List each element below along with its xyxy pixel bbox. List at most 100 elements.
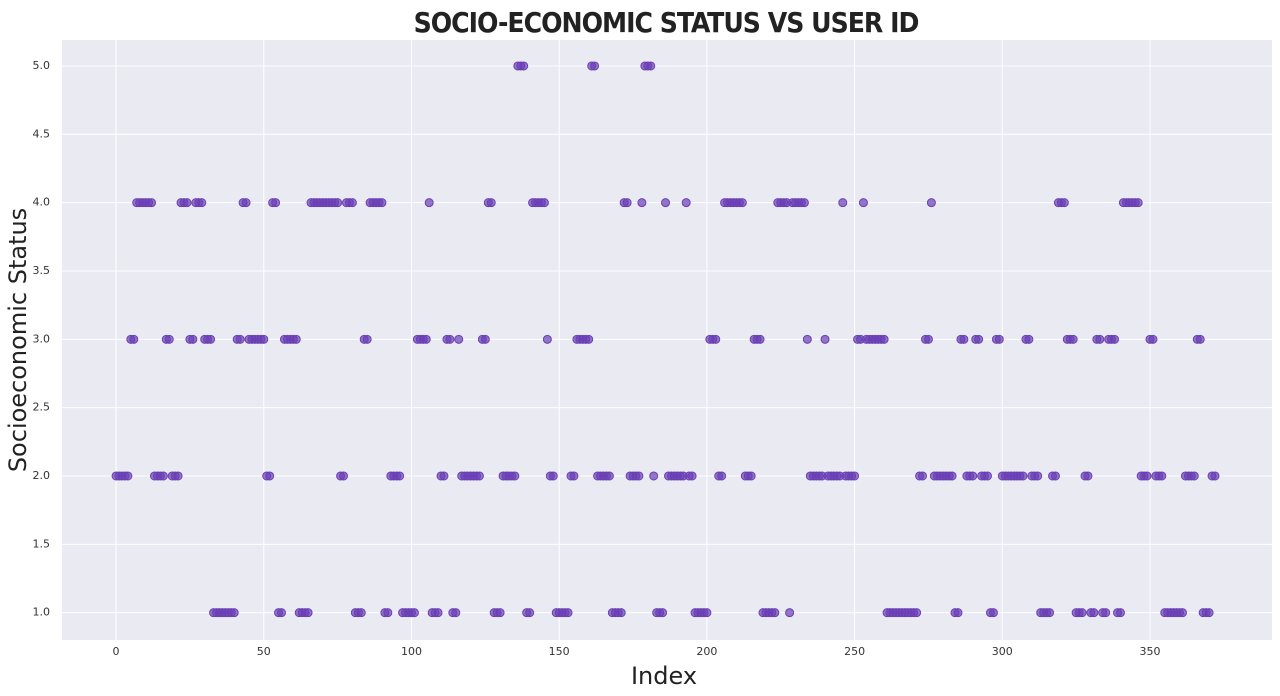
point (634, 471, 644, 481)
point (486, 198, 496, 208)
point (542, 334, 552, 344)
point (858, 198, 868, 208)
y-tick-label: 1.5 (33, 537, 51, 550)
point (959, 334, 969, 344)
y-tick-label: 4.5 (33, 127, 51, 140)
point (994, 334, 1004, 344)
x-tick-label: 350 (1139, 645, 1160, 658)
point (926, 198, 936, 208)
y-tick-label: 2.0 (33, 469, 51, 482)
point (525, 608, 535, 618)
point (770, 608, 780, 618)
point (646, 61, 656, 71)
x-tick-label: 200 (696, 645, 717, 658)
point (409, 608, 419, 618)
point (276, 608, 286, 618)
point (1204, 608, 1214, 618)
point (347, 198, 357, 208)
point (1195, 334, 1205, 344)
points (111, 61, 1220, 618)
point (421, 334, 431, 344)
point (1077, 608, 1087, 618)
point (953, 608, 963, 618)
point (147, 198, 157, 208)
point (291, 334, 301, 344)
point (1089, 608, 1099, 618)
x-tick-label: 250 (844, 645, 865, 658)
point (1133, 198, 1143, 208)
point (451, 608, 461, 618)
point (563, 608, 573, 618)
y-axis-label: Socioeconomic Status (4, 208, 32, 472)
point (395, 471, 405, 481)
point (1110, 334, 1120, 344)
point (746, 471, 756, 481)
x-tick-label: 50 (257, 645, 271, 658)
point (711, 334, 721, 344)
x-tick-label: 300 (992, 645, 1013, 658)
point (271, 198, 281, 208)
point (604, 471, 614, 481)
point (850, 471, 860, 481)
point (164, 334, 174, 344)
point (424, 198, 434, 208)
x-tick-label: 100 (401, 645, 422, 658)
point (755, 334, 765, 344)
point (681, 198, 691, 208)
point (737, 198, 747, 208)
point (1189, 471, 1199, 481)
x-axis-label: Index (631, 662, 697, 690)
point (1068, 334, 1078, 344)
point (1045, 608, 1055, 618)
y-tick-label: 2.5 (33, 401, 51, 414)
point (1115, 608, 1125, 618)
chart-title: SOCIO-ECONOMIC STATUS VS USER ID (414, 6, 919, 39)
point (1101, 608, 1111, 618)
point (702, 608, 712, 618)
point (229, 608, 239, 618)
point (433, 608, 443, 618)
point (495, 608, 505, 618)
point (918, 471, 928, 481)
y-tick-label: 3.0 (33, 332, 51, 345)
point (445, 334, 455, 344)
point (188, 334, 198, 344)
point (548, 471, 558, 481)
point (622, 198, 632, 208)
point (339, 471, 349, 481)
point (197, 198, 207, 208)
point (988, 608, 998, 618)
point (968, 471, 978, 481)
point (1210, 471, 1220, 481)
point (173, 471, 183, 481)
point (820, 334, 830, 344)
point (974, 334, 984, 344)
point (474, 471, 484, 481)
point (259, 334, 269, 344)
point (1033, 471, 1043, 481)
y-tick-label: 1.0 (33, 606, 51, 619)
point (303, 608, 313, 618)
point (158, 471, 168, 481)
point (454, 334, 464, 344)
point (661, 198, 671, 208)
point (1142, 471, 1152, 481)
point (687, 471, 697, 481)
point (717, 471, 727, 481)
point (1059, 198, 1069, 208)
point (519, 61, 529, 71)
point (123, 471, 133, 481)
point (1024, 334, 1034, 344)
point (539, 198, 549, 208)
point (802, 334, 812, 344)
point (799, 198, 809, 208)
point (383, 608, 393, 618)
point (785, 608, 795, 618)
y-tick-label: 4.0 (33, 196, 51, 209)
point (241, 198, 251, 208)
point (377, 198, 387, 208)
point (129, 334, 139, 344)
point (983, 471, 993, 481)
point (838, 198, 848, 208)
